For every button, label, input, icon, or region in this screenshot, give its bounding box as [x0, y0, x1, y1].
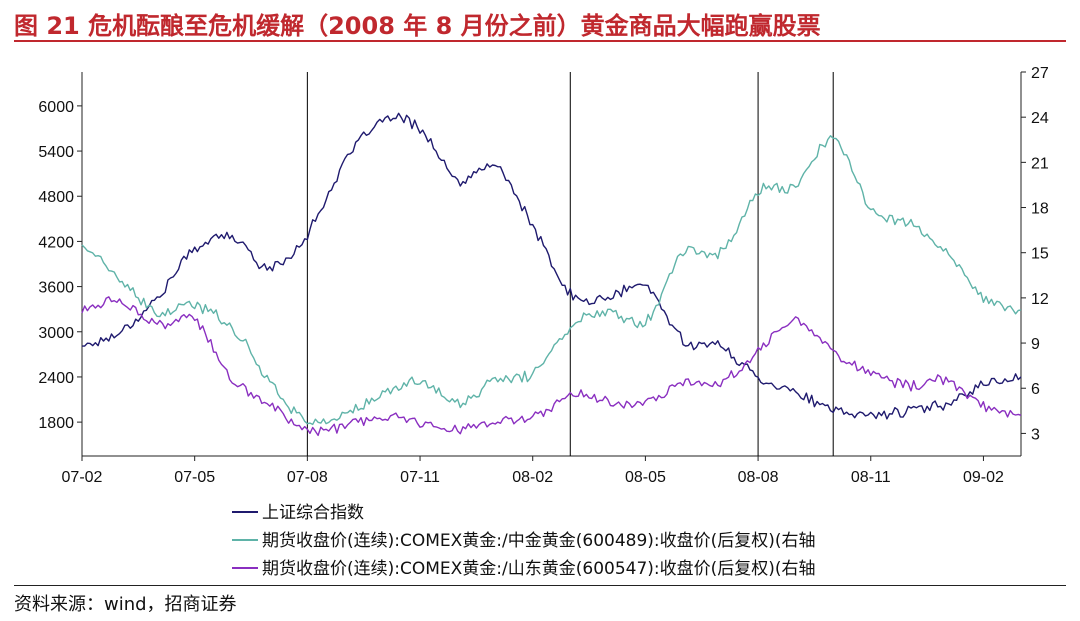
right-axis-tick-label: 6: [1031, 381, 1040, 398]
x-axis-tick-label: 07-08: [287, 469, 328, 486]
legend-item-shanghai-label: 上证综合指数: [262, 503, 364, 523]
right-axis-tick-label: 21: [1031, 155, 1049, 172]
x-axis-tick-label: 08-08: [738, 469, 779, 486]
right-axis-tick-label: 12: [1031, 291, 1049, 308]
right-axis-tick-label: 3: [1031, 426, 1040, 443]
source-note: 资料来源：wind，招商证券: [14, 594, 237, 615]
right-axis-tick-label: 24: [1031, 110, 1049, 127]
x-axis-tick-label: 08-05: [625, 469, 666, 486]
left-axis-tick-label: 4200: [38, 234, 74, 251]
x-axis-tick-label: 07-05: [174, 469, 215, 486]
series-shandong-ratio: [81, 296, 1022, 437]
axes: 1800 2400 3000 3600 4200 4800 5400 6000 3 6 9 12 15 1…: [38, 65, 1048, 486]
source-divider: [14, 585, 1066, 586]
x-axis-tick-label: 08-11: [851, 469, 891, 486]
x-axis-tick-label: 09-02: [963, 469, 1004, 486]
legend: 上证综合指数期货收盘价(连续):COMEX黄金:/中金黄金(600489):收盘…: [232, 503, 816, 579]
right-axis-tick-label: 27: [1031, 65, 1049, 82]
right-axis-tick-label: 18: [1031, 201, 1049, 218]
right-axis-tick-label: 15: [1031, 246, 1049, 263]
left-axis-tick-label: 3600: [38, 280, 74, 297]
left-axis-tick-label: 2400: [38, 370, 74, 387]
x-axis-tick-label: 07-11: [400, 469, 440, 486]
chart-title: 图 21 危机酝酿至危机缓解（2008 年 8 月份之前）黄金商品大幅跑赢股票: [14, 12, 821, 40]
left-axis-tick-label: 4800: [38, 189, 74, 206]
legend-item-shandong-label: 期货收盘价(连续):COMEX黄金:/山东黄金(600547):收盘价(后复权)…: [262, 559, 816, 579]
series-lines: [81, 112, 1022, 437]
x-axis-tick-label: 07-02: [62, 469, 103, 486]
left-axis-tick-label: 1800: [38, 415, 74, 432]
event-lines: [306, 72, 834, 456]
x-axis-tick-label: 08-02: [512, 469, 553, 486]
left-axis-tick-label: 6000: [38, 99, 74, 116]
left-axis-tick-label: 3000: [38, 325, 74, 342]
series-zhongjin-ratio: [81, 135, 1022, 426]
title-underline: [14, 40, 1066, 42]
legend-item-zhongjin-label: 期货收盘价(连续):COMEX黄金:/中金黄金(600489):收盘价(后复权)…: [262, 531, 816, 551]
left-axis-tick-label: 5400: [38, 144, 74, 161]
series-shanghai-composite: [81, 112, 1022, 420]
right-axis-tick-label: 9: [1031, 336, 1040, 353]
